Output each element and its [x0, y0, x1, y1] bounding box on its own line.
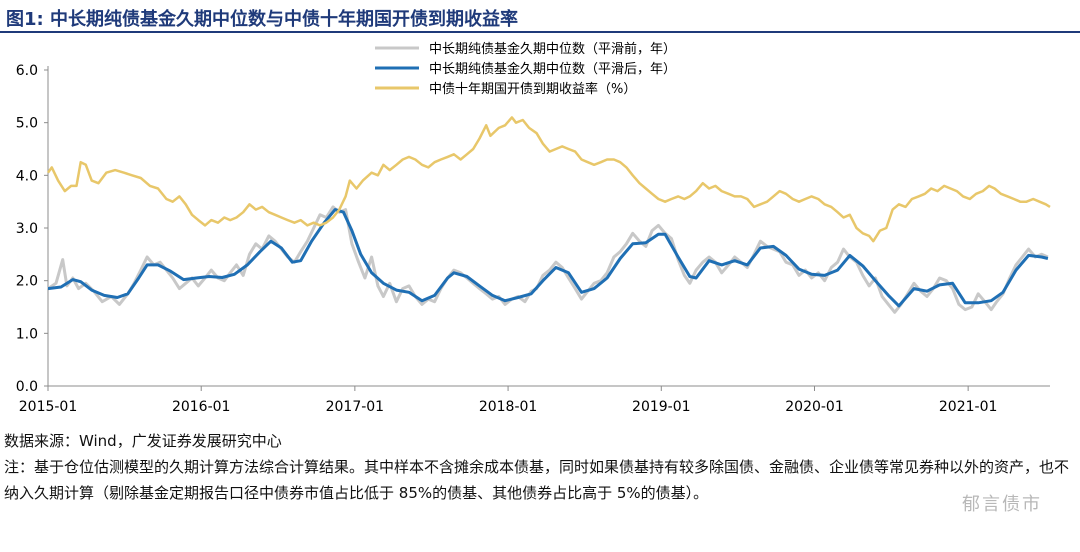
y-tick-label: 6.0 — [16, 63, 38, 79]
y-tick-label: 3.0 — [16, 221, 38, 237]
legend-label-3: 中债十年期国开债到期收益率（%） — [429, 81, 636, 97]
watermark: 郁言债市 — [962, 494, 1042, 515]
series-line-2 — [47, 208, 1049, 308]
title-rule — [0, 31, 1080, 33]
x-tick-label: 2018-01 — [479, 399, 538, 415]
y-tick-label: 0.0 — [16, 379, 38, 395]
x-tick-label: 2016-01 — [172, 399, 231, 415]
figure-title-bar: 图1: 中长期纯债基金久期中位数与中债十年期国开债到期收益率 — [0, 0, 1080, 34]
series-line-1 — [47, 205, 1049, 314]
chart-axes — [47, 66, 1050, 387]
series-line-3 — [46, 116, 1051, 243]
figure-notes: 数据来源：Wind，广发证券发展研究中心 注：基于仓位估测模型的久期计算方法综合… — [4, 428, 1074, 506]
x-tick-label: 2017-01 — [326, 399, 385, 415]
legend-label-2: 中长期纯债基金久期中位数（平滑后，年） — [429, 61, 676, 77]
x-tick-label: 2020-01 — [785, 399, 844, 415]
y-tick-label: 5.0 — [16, 116, 38, 132]
figure-title: 图1: 中长期纯债基金久期中位数与中债十年期国开债到期收益率 — [6, 9, 518, 30]
chart-legend: 中长期纯债基金久期中位数（平滑前，年） 中长期纯债基金久期中位数（平滑后，年） 中债… — [375, 41, 676, 97]
y-tick-label: 1.0 — [16, 326, 38, 342]
legend-label-1: 中长期纯债基金久期中位数（平滑前，年） — [429, 41, 676, 57]
x-tick-label: 2019-01 — [632, 399, 691, 415]
chart-series — [46, 116, 1051, 314]
line-chart: 0.0 1.0 2.0 3.0 4.0 5.0 6.0 2015-01 2016-01 2017-… — [16, 41, 1051, 415]
chart-ticks: 0.0 1.0 2.0 3.0 4.0 5.0 6.0 2015-01 2016-01 2017-… — [16, 63, 998, 415]
data-source-note: 数据来源：Wind，广发证券发展研究中心 — [4, 432, 282, 450]
methodology-note: 注：基于仓位估测模型的久期计算方法综合计算结果。其中样本不含摊余成本债基，同时如… — [4, 458, 1070, 502]
x-tick-label: 2021-01 — [939, 399, 998, 415]
y-tick-label: 2.0 — [16, 274, 38, 290]
x-tick-label: 2015-01 — [19, 399, 78, 415]
y-tick-label: 4.0 — [16, 168, 38, 184]
